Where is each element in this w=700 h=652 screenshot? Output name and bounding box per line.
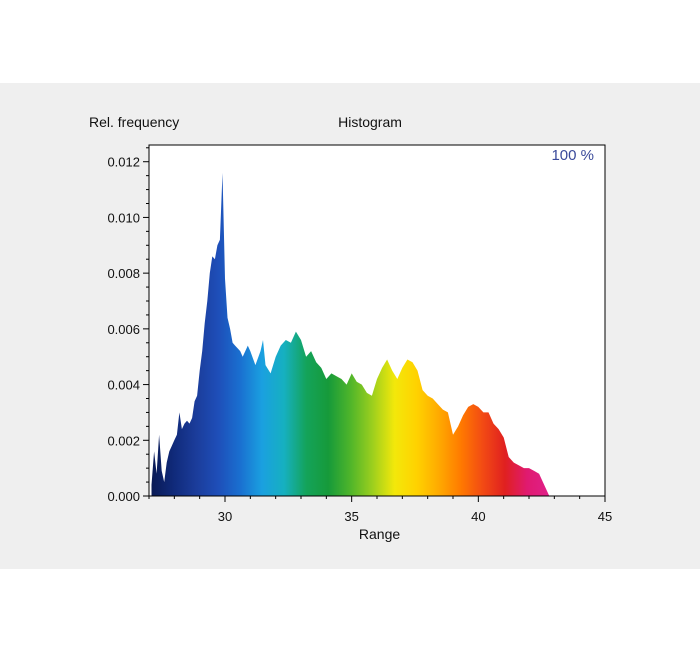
histogram-area (151, 172, 550, 496)
y-tick-label: 0.012 (107, 155, 140, 170)
x-tick-label: 45 (598, 509, 612, 524)
y-tick-label: 0.008 (107, 266, 140, 281)
x-tick-label: 40 (471, 509, 485, 524)
y-tick-label: 0.002 (107, 433, 140, 448)
y-axis-label: Rel. frequency (89, 114, 179, 130)
percent-annotation: 100 % (551, 147, 594, 164)
x-axis-label: Range (359, 526, 400, 542)
y-tick-label: 0.006 (107, 322, 140, 337)
y-tick-label: 0.000 (107, 489, 140, 504)
x-tick-label: 35 (344, 509, 358, 524)
y-tick-label: 0.004 (107, 378, 140, 393)
chart-title: Histogram (338, 114, 402, 130)
y-tick-label: 0.010 (107, 210, 140, 225)
x-tick-label: 30 (218, 509, 232, 524)
